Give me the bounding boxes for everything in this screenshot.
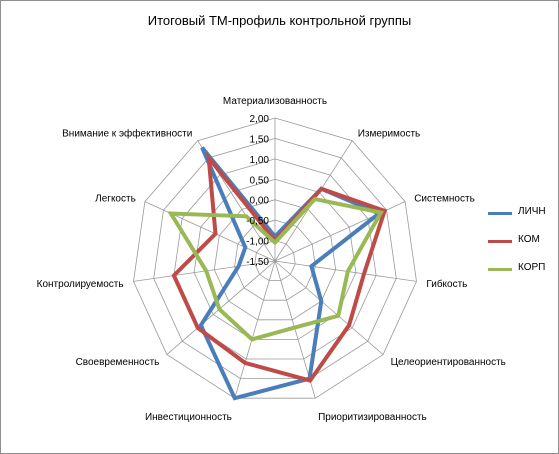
radar-grid xyxy=(133,117,417,399)
grid-spoke xyxy=(274,260,417,282)
tick-label: -1,00 xyxy=(246,237,269,248)
legend-item: КОРП xyxy=(488,262,554,290)
category-label: Приоритизированность xyxy=(318,412,427,423)
tick-label: 0,00 xyxy=(250,196,270,207)
grid-ring xyxy=(173,158,377,360)
grid-ring xyxy=(133,117,417,399)
category-label: Контролируемость xyxy=(37,279,124,290)
tick-label: 2,00 xyxy=(250,114,270,125)
grid-spoke xyxy=(274,260,384,355)
legend-label: КОРП xyxy=(518,262,546,273)
grid-ring xyxy=(193,178,357,340)
legend-item: ЛИЧН xyxy=(488,206,554,234)
category-label: Легкость xyxy=(95,193,136,204)
category-label: Целеориентированность xyxy=(391,357,506,368)
legend-label: ЛИЧН xyxy=(518,206,546,217)
legend: ЛИЧН КОМ КОРП xyxy=(488,206,554,290)
category-label: Своевременность xyxy=(76,357,160,368)
category-label: Системность xyxy=(414,193,475,204)
grid-ring xyxy=(153,137,397,380)
series-line xyxy=(167,196,384,342)
grid-ring xyxy=(213,199,337,321)
category-label: Гибкость xyxy=(426,278,467,290)
series-line xyxy=(198,146,384,401)
grid-spoke xyxy=(144,201,276,262)
chart-title: Итоговый ТМ-профиль контрольной группы xyxy=(147,13,412,28)
radar-series xyxy=(167,146,388,401)
category-label: Измеримость xyxy=(358,128,421,139)
tick-label: -0,50 xyxy=(246,216,269,227)
category-label: Внимание к эффективности xyxy=(62,127,192,139)
category-labels: Материализованность Измеримость Системност… xyxy=(37,96,506,423)
grid-ring xyxy=(254,240,296,282)
tick-label: 1,00 xyxy=(250,155,270,166)
radial-ticks: -1,50 -1,00 -0,50 0,00 0,50 1,00 1,50 2,00 xyxy=(246,114,269,268)
tick-label: 1,50 xyxy=(250,134,270,145)
legend-swatch-korp xyxy=(488,268,512,271)
tick-label: -1,50 xyxy=(246,257,269,268)
series-line xyxy=(171,151,388,383)
tick-label: 0,50 xyxy=(250,175,270,186)
grid-ring xyxy=(234,219,316,301)
grid-spoke xyxy=(234,260,276,399)
category-label: Инвестиционность xyxy=(145,412,232,423)
category-label: Материализованность xyxy=(223,96,327,107)
legend-swatch-kom xyxy=(488,240,512,243)
legend-label: КОМ xyxy=(518,234,540,245)
legend-item: КОМ xyxy=(488,234,554,262)
legend-swatch-lichn xyxy=(488,212,512,215)
